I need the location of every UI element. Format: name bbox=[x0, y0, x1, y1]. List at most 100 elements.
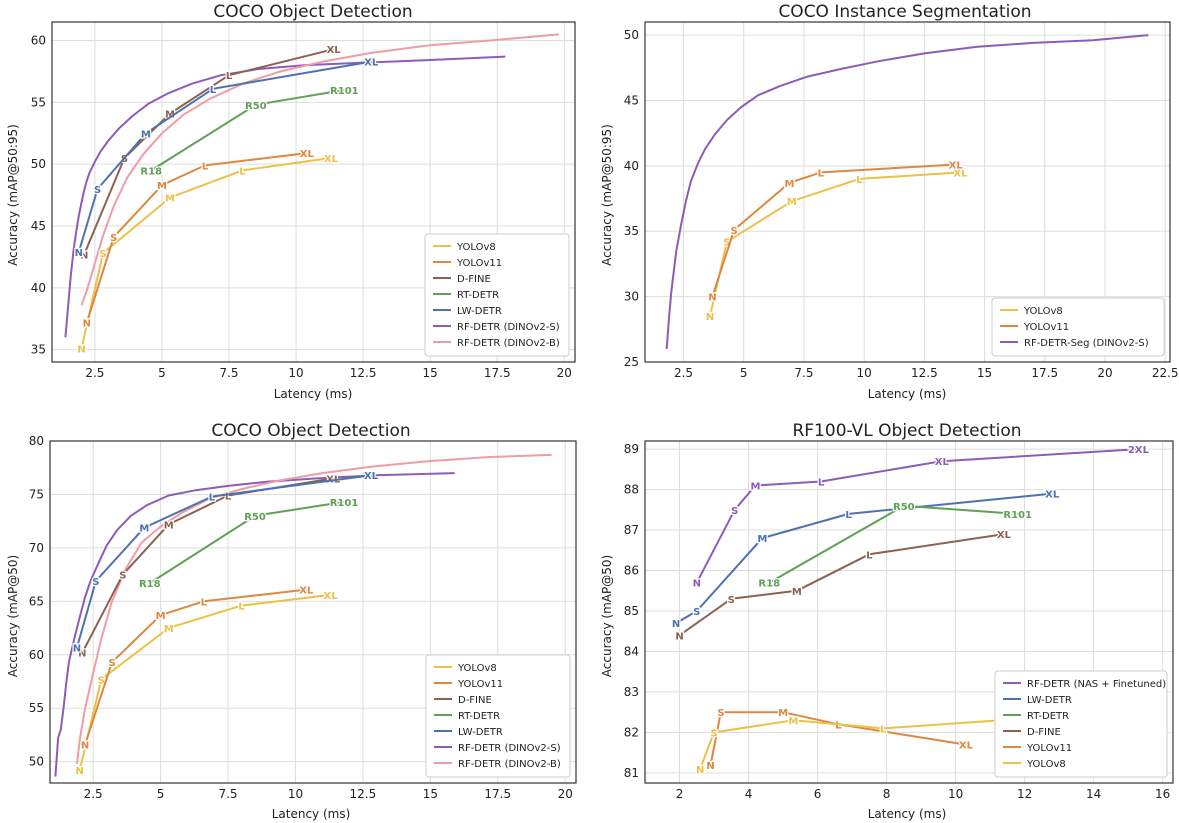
x-tick-label: 16 bbox=[1155, 787, 1170, 801]
point-label: S bbox=[717, 708, 724, 719]
series-line bbox=[149, 500, 345, 584]
point-label: N bbox=[78, 649, 86, 660]
point-label: L bbox=[238, 602, 245, 613]
point-label: M bbox=[139, 524, 149, 535]
point-label: N bbox=[83, 318, 91, 329]
legend-entry: LW-DETR bbox=[458, 727, 503, 738]
panel-coco-instance-segmentation: COCO Instance Segmentation Latency (ms) … bbox=[600, 2, 1032, 401]
legend-entry: YOLOv11 bbox=[1026, 743, 1072, 754]
panel-title: COCO Instance Segmentation bbox=[778, 2, 1031, 22]
panel-title: COCO Object Detection bbox=[211, 421, 410, 441]
x-tick-label: 14 bbox=[1086, 787, 1101, 801]
point-label: M bbox=[141, 129, 151, 140]
point-label: S bbox=[728, 595, 735, 606]
point-label: M bbox=[165, 194, 175, 205]
series-line bbox=[709, 171, 961, 317]
x-tick-label: 12.5 bbox=[350, 787, 377, 801]
point-label: S bbox=[710, 728, 717, 739]
y-tick-label: 45 bbox=[624, 93, 639, 107]
y-tick-label: 82 bbox=[624, 725, 639, 739]
x-tick-label: 20 bbox=[558, 787, 573, 801]
x-tick-label: 6 bbox=[814, 787, 822, 801]
y-tick-label: 35 bbox=[624, 224, 639, 238]
legend-entry: YOLOv11 bbox=[457, 679, 503, 690]
y-tick-label: 60 bbox=[31, 34, 46, 48]
y-axis-label: Accuracy (mAP@50:95) bbox=[6, 124, 20, 266]
x-tick-label: 10 bbox=[948, 787, 963, 801]
x-tick-label: 2.5 bbox=[85, 366, 104, 380]
chart-4: 2 4 6 8 10 12 14 16 81 82 83 84 85 86 87 88 89 N S M L XL 2XL N… bbox=[624, 440, 1174, 801]
point-label: XL bbox=[324, 154, 339, 165]
legend-entry: RF-DETR (NAS + Finetuned) bbox=[1027, 679, 1166, 690]
x-tick-label: 5 bbox=[157, 787, 165, 801]
x-tick-label: 17.5 bbox=[484, 787, 511, 801]
series-line bbox=[678, 533, 1005, 637]
legend: YOLOv8 YOLOv11 RF-DETR-Seg (DINOv2-S) bbox=[991, 297, 1165, 357]
point-label: R101 bbox=[1003, 510, 1032, 521]
point-label: M bbox=[792, 587, 802, 598]
x-tick-label: 4 bbox=[745, 787, 753, 801]
series-line bbox=[54, 472, 455, 777]
legend-entry: YOLOv8 bbox=[457, 663, 497, 674]
legend-entry: RT-DETR bbox=[1027, 711, 1069, 722]
legend-entry: YOLOv11 bbox=[456, 258, 502, 269]
x-tick-label: 10 bbox=[857, 366, 872, 380]
point-label: XL bbox=[953, 168, 968, 179]
y-tick-label: 50 bbox=[29, 755, 44, 769]
legend-entry: D-FINE bbox=[1027, 727, 1061, 738]
point-label: N bbox=[75, 248, 83, 259]
point-label: XL bbox=[323, 591, 338, 602]
y-tick-label: 25 bbox=[624, 355, 639, 369]
series-line bbox=[83, 48, 334, 255]
point-label: N bbox=[708, 293, 716, 304]
y-tick-label: 85 bbox=[624, 604, 639, 618]
point-label: XL bbox=[364, 58, 379, 69]
x-tick-label: 12.5 bbox=[911, 366, 938, 380]
y-tick-label: 40 bbox=[624, 159, 639, 173]
legend-entry: D-FINE bbox=[457, 274, 491, 285]
y-tick-label: 83 bbox=[624, 685, 639, 699]
point-label: L bbox=[201, 597, 208, 608]
legend-frame bbox=[994, 670, 1168, 778]
x-tick-label: 15 bbox=[977, 366, 992, 380]
point-label: M bbox=[785, 179, 795, 190]
y-tick-label: 35 bbox=[31, 343, 46, 357]
point-label: N bbox=[696, 765, 704, 776]
point-label: N bbox=[80, 250, 88, 261]
point-label: XL bbox=[997, 530, 1012, 541]
series-line bbox=[80, 33, 559, 306]
series-line bbox=[64, 55, 506, 338]
y-tick-label: 50 bbox=[624, 28, 639, 42]
point-label: R101 bbox=[330, 498, 359, 509]
point-label: S bbox=[94, 185, 101, 196]
point-label: S bbox=[723, 238, 730, 249]
legend-entry: RF-DETR (DINOv2-S) bbox=[457, 322, 560, 333]
series-line bbox=[665, 34, 1149, 349]
y-tick-label: 88 bbox=[624, 483, 639, 497]
point-label: N bbox=[675, 631, 683, 642]
x-tick-label: 17.5 bbox=[484, 366, 511, 380]
series-line bbox=[78, 593, 331, 771]
legend-entry: YOLOv11 bbox=[1023, 322, 1069, 333]
y-tick-label: 50 bbox=[31, 157, 46, 171]
x-tick-label: 7.5 bbox=[218, 787, 237, 801]
series-line bbox=[695, 448, 1139, 584]
x-tick-label: 20 bbox=[557, 366, 572, 380]
y-tick-label: 87 bbox=[624, 523, 639, 537]
x-tick-label: 20 bbox=[1097, 366, 1112, 380]
legend-frame bbox=[991, 297, 1165, 357]
legend: YOLOv8 YOLOv11 D-FINE RT-DETR LW-DETR RF-DETR… bbox=[425, 654, 571, 778]
panel-title: RF100-VL Object Detection bbox=[792, 421, 1021, 441]
point-label: N bbox=[706, 312, 714, 323]
panel-coco-detection-map50: COCO Object Detection Latency (ms) Accur… bbox=[6, 421, 411, 821]
series-line bbox=[150, 89, 345, 172]
point-label: M bbox=[750, 482, 760, 493]
point-label: S bbox=[92, 577, 99, 588]
point-label: R18 bbox=[139, 579, 161, 590]
plot-frame bbox=[49, 440, 577, 784]
point-label: N bbox=[77, 344, 85, 355]
panel-rf100vl-detection: RF100-VL Object Detection Latency (ms) A… bbox=[600, 421, 1022, 821]
point-label: L bbox=[239, 166, 246, 177]
x-tick-label: 5 bbox=[740, 366, 748, 380]
y-tick-label: 81 bbox=[624, 766, 639, 780]
